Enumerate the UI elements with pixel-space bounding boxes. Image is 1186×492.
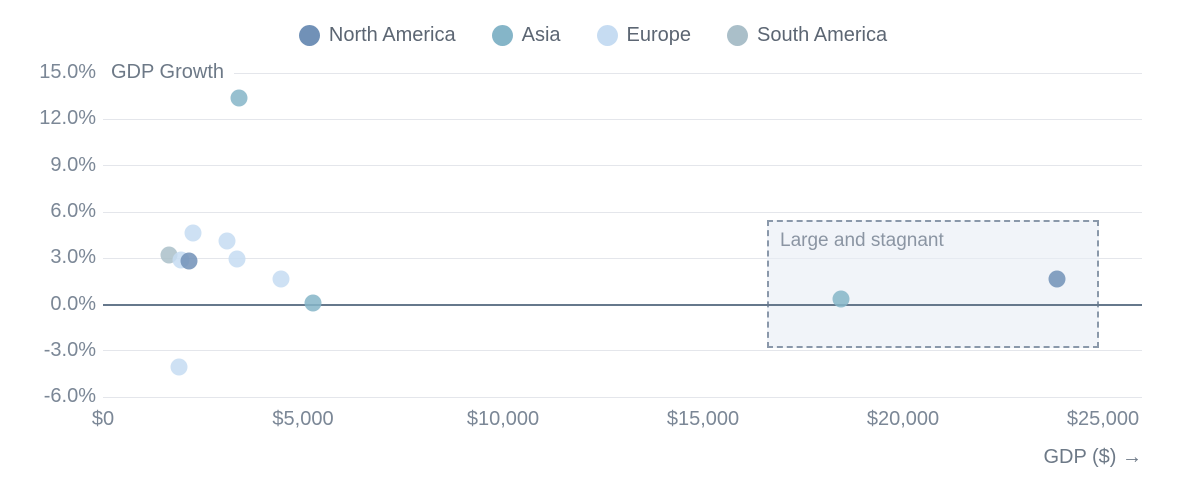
x-tick-label: $15,000 [666, 408, 740, 430]
gridline [103, 211, 1142, 213]
gridline [103, 350, 1142, 352]
x-tick-label: $5,000 [272, 408, 334, 430]
legend-item-label: Europe [626, 24, 692, 46]
y-axis-title: GDP Growth [103, 60, 234, 85]
zero-baseline [103, 303, 1142, 306]
legend-item-label: North America [328, 24, 456, 46]
data-point-asia [230, 89, 248, 107]
y-tick-label: 9.0% [50, 153, 96, 176]
legend-item-europe: Europe [596, 24, 692, 47]
legend-dot-icon [298, 25, 320, 46]
legend-item-south-america: South America [727, 24, 887, 47]
legend-dot-icon [727, 25, 749, 46]
data-point-asia [304, 294, 322, 312]
annotation-label: Large and stagnant [780, 229, 944, 251]
legend-dot-icon [596, 25, 618, 46]
data-point-north-america [1048, 270, 1066, 288]
x-tick-label: $0 [91, 408, 115, 430]
gridline [103, 118, 1142, 120]
gridline [103, 257, 1142, 259]
y-tick-label: 3.0% [50, 246, 96, 269]
x-axis-title: GDP ($) → [1043, 446, 1142, 468]
data-point-asia [832, 290, 850, 308]
data-point-europe [228, 250, 246, 268]
y-tick-label: -6.0% [43, 385, 96, 408]
x-tick-label: $25,000 [1066, 408, 1140, 430]
legend-item-label: Asia [521, 24, 561, 46]
y-tick-label: 12.0% [39, 107, 96, 130]
y-tick-label: -3.0% [43, 338, 96, 361]
legend-dot-icon [491, 25, 513, 46]
y-tick-label: 15.0% [39, 61, 96, 84]
gridline [103, 72, 1142, 74]
x-tick-label: $10,000 [466, 408, 540, 430]
legend-item-north-america: North America [298, 24, 456, 47]
gridline [103, 165, 1142, 167]
legend: North America Asia Europe South America [0, 24, 1186, 47]
data-point-north-america [180, 252, 198, 270]
y-tick-label: 6.0% [50, 200, 96, 223]
data-point-europe [170, 358, 188, 376]
legend-item-asia: Asia [491, 24, 561, 47]
y-tick-label: 0.0% [50, 292, 96, 315]
gridline [103, 396, 1142, 398]
annotation-box: Large and stagnant [767, 219, 1099, 348]
data-point-europe [218, 232, 236, 250]
legend-item-label: South America [757, 24, 888, 46]
data-point-europe [272, 270, 290, 288]
data-point-europe [184, 224, 202, 242]
x-tick-label: $20,000 [866, 408, 940, 430]
